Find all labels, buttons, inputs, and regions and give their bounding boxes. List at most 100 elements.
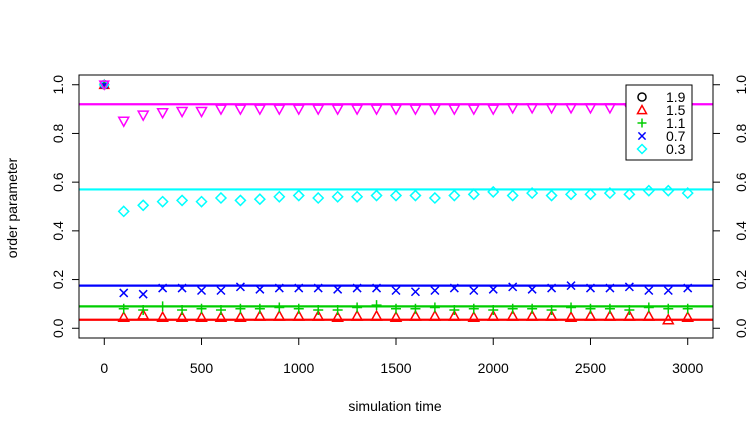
y-tick-label-left: 0.8 xyxy=(50,124,66,144)
y-tick-label-right: 0.8 xyxy=(733,124,749,144)
legend-marker xyxy=(636,143,648,155)
data-point xyxy=(195,106,208,119)
data-point xyxy=(486,309,500,321)
data-point xyxy=(428,191,441,205)
data-point xyxy=(508,282,518,292)
data-point xyxy=(604,303,615,314)
x-tick-label: 2500 xyxy=(575,360,606,376)
data-point xyxy=(486,104,500,116)
data-point xyxy=(603,187,616,200)
data-point xyxy=(255,284,265,294)
y-tick-label-left: 0.0 xyxy=(50,318,66,338)
x-tick-label: 1500 xyxy=(380,360,411,376)
data-point xyxy=(177,283,187,293)
data-point xyxy=(196,285,207,296)
data-point xyxy=(273,190,286,203)
data-point xyxy=(448,189,461,202)
data-point xyxy=(312,191,325,205)
data-point xyxy=(313,304,324,315)
data-point xyxy=(313,283,323,293)
y-axis-label: order parameter xyxy=(4,157,20,258)
y-tick-label-right: 1.0 xyxy=(733,75,749,95)
data-point xyxy=(370,104,383,116)
x-axis-label: simulation time xyxy=(348,398,442,414)
data-point xyxy=(566,302,577,313)
data-point xyxy=(468,303,479,314)
data-point xyxy=(391,303,401,314)
data-point xyxy=(253,104,267,116)
data-point xyxy=(370,309,383,321)
data-point xyxy=(391,285,401,296)
data-point xyxy=(410,287,420,297)
data-point xyxy=(661,313,675,325)
data-point xyxy=(389,104,403,116)
data-point xyxy=(214,310,228,323)
data-point xyxy=(331,190,344,203)
data-point xyxy=(157,301,168,312)
data-point xyxy=(525,103,539,115)
data-point xyxy=(274,283,284,293)
data-point xyxy=(138,304,149,315)
data-point xyxy=(663,285,673,296)
y-tick-label-right: 0.6 xyxy=(733,172,749,192)
initial-point xyxy=(98,80,111,91)
data-point xyxy=(215,304,226,315)
data-point xyxy=(389,189,403,202)
data-point xyxy=(352,283,362,293)
data-point xyxy=(488,304,499,315)
data-point xyxy=(311,104,325,116)
data-point xyxy=(352,302,363,313)
legend-label: 1.1 xyxy=(666,115,686,131)
data-point xyxy=(253,309,267,321)
data-point xyxy=(389,310,403,323)
data-point xyxy=(253,193,266,206)
data-point xyxy=(545,309,558,321)
data-point xyxy=(487,185,500,198)
data-point xyxy=(372,283,382,293)
data-point xyxy=(195,195,208,208)
data-point xyxy=(506,309,519,321)
data-point xyxy=(642,309,656,321)
data-point xyxy=(311,309,325,321)
data-point xyxy=(214,191,228,205)
data-point xyxy=(545,189,558,202)
data-point xyxy=(683,283,693,293)
data-point xyxy=(118,303,129,314)
data-point xyxy=(156,310,169,323)
y-tick-label-left: 0.6 xyxy=(50,172,66,192)
y-tick-label-right: 0.0 xyxy=(733,318,749,338)
data-point xyxy=(273,104,286,116)
legend-marker xyxy=(637,118,647,128)
data-point xyxy=(350,309,364,321)
x-tick-label: 0 xyxy=(100,360,108,376)
data-point xyxy=(525,309,539,321)
y-tick-label-right: 0.2 xyxy=(733,270,749,290)
data-point xyxy=(584,103,597,115)
data-point xyxy=(603,103,617,115)
data-point xyxy=(175,310,189,323)
data-point xyxy=(196,303,207,314)
y-tick-label-right: 0.4 xyxy=(733,221,749,241)
data-point xyxy=(331,104,344,116)
data-point xyxy=(467,104,481,116)
data-point xyxy=(448,309,461,321)
legend-box xyxy=(625,84,693,161)
data-point xyxy=(292,309,306,321)
data-point xyxy=(564,310,578,323)
data-point xyxy=(234,194,247,207)
data-point xyxy=(449,304,460,315)
data-point xyxy=(564,188,578,201)
data-point xyxy=(448,104,461,116)
legend-label: 1.5 xyxy=(666,102,686,118)
data-point xyxy=(158,283,168,293)
data-point xyxy=(469,285,479,296)
data-point xyxy=(644,285,654,296)
data-point xyxy=(292,104,306,116)
x-tick-label: 1000 xyxy=(283,360,314,376)
data-point xyxy=(175,106,189,119)
data-point xyxy=(527,303,538,314)
data-point xyxy=(293,303,304,314)
data-point xyxy=(410,303,421,314)
data-point xyxy=(409,309,422,321)
data-point xyxy=(584,188,597,201)
